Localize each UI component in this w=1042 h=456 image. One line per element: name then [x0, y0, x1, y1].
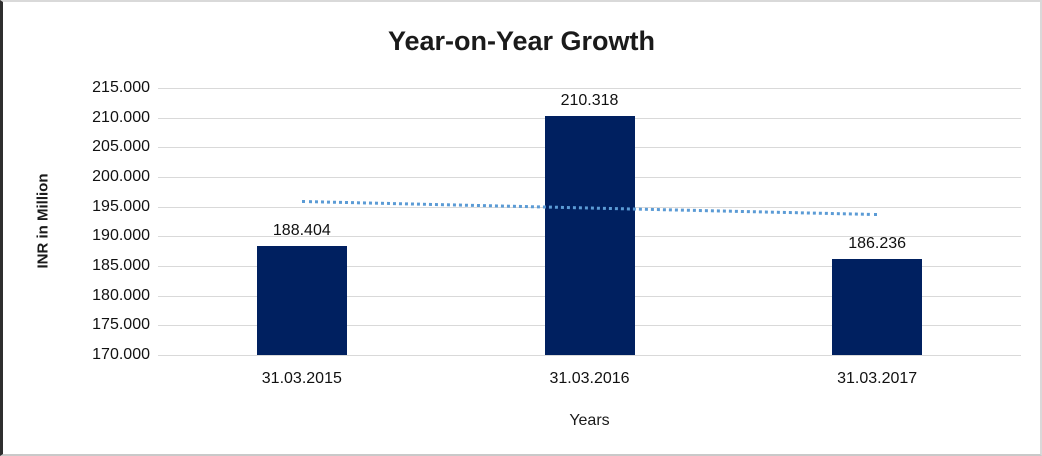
x-tick-label: 31.03.2015: [261, 370, 342, 387]
bar-31.03.2015: [256, 245, 347, 355]
y-tick-label: 185.000: [92, 257, 150, 274]
gridline: [158, 355, 1021, 356]
plot-area: 188.404 210.318 186.236: [158, 88, 1021, 356]
bar-31.03.2017: [832, 258, 923, 355]
y-tick-label: 180.000: [92, 286, 150, 304]
bar-value-label: 186.236: [848, 234, 907, 252]
x-tick-label: 31.03.2017: [837, 370, 918, 387]
chart-title: Year-on-Year Growth: [387, 26, 656, 56]
gridline: [158, 88, 1021, 89]
y-tick-label: 190.000: [92, 227, 150, 245]
y-axis-title: INR in Million: [34, 173, 52, 269]
x-axis-title: Years: [569, 412, 610, 429]
y-tick-label: 195.000: [92, 197, 150, 215]
y-tick-label: 210.000: [92, 108, 150, 126]
y-tick-label: 205.000: [92, 138, 150, 156]
y-tick-label: 200.000: [92, 168, 150, 185]
bar-value-label: 210.318: [560, 91, 619, 109]
y-tick-label: 175.000: [92, 316, 150, 334]
bar-value-label: 188.404: [272, 221, 331, 239]
y-tick-label: 215.000: [92, 79, 150, 96]
x-tick-label: 31.03.2016: [549, 370, 630, 387]
bar-31.03.2016: [544, 115, 635, 355]
y-tick-label: 170.000: [92, 346, 150, 363]
